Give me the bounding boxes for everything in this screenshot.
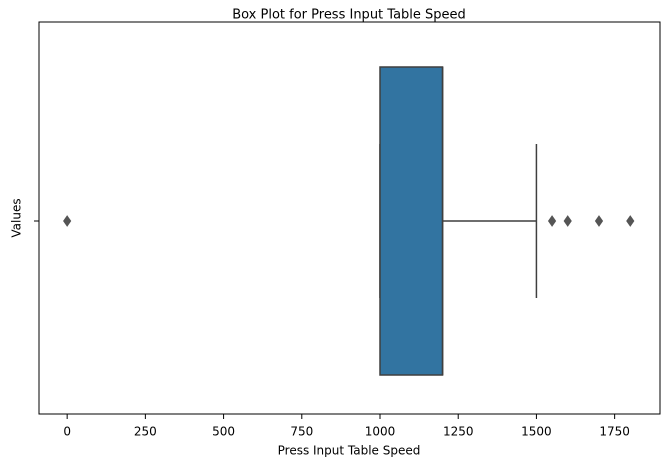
x-axis-label: Press Input Table Speed xyxy=(278,444,421,458)
plot-frame xyxy=(38,21,661,415)
x-tick-label: 500 xyxy=(212,425,235,439)
outlier xyxy=(547,215,557,227)
x-tick-label: 250 xyxy=(134,425,157,439)
x-tick-label: 1750 xyxy=(599,425,630,439)
x-tick-label: 750 xyxy=(290,425,313,439)
outlier xyxy=(563,215,572,227)
x-tick-label: 1000 xyxy=(365,425,396,439)
x-tick-label: 0 xyxy=(63,425,71,439)
box xyxy=(379,66,444,376)
outlier xyxy=(63,215,72,227)
y-axis-label: Values xyxy=(10,198,24,237)
outlier xyxy=(594,215,604,227)
outlier xyxy=(626,215,635,227)
x-tick-label: 1500 xyxy=(521,425,552,439)
x-tick-label: 1250 xyxy=(443,425,474,439)
chart-title: Box Plot for Press Input Table Speed xyxy=(232,8,466,23)
